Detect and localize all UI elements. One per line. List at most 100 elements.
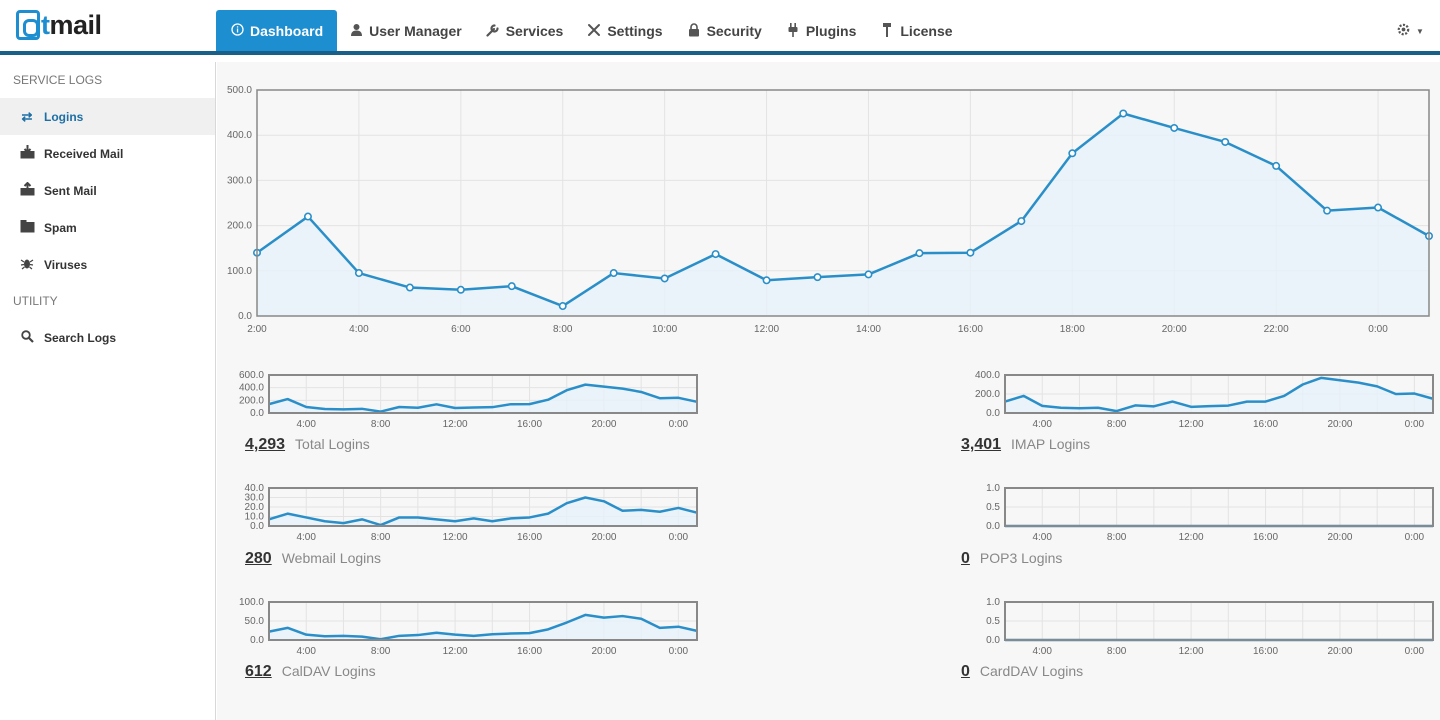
stat-value[interactable]: 0 [961, 550, 970, 567]
x-tick-label: 18:00 [1060, 324, 1085, 335]
nav-license[interactable]: License [868, 10, 964, 52]
series-line [256, 112, 1430, 308]
x-tick-label: 16:00 [1253, 646, 1278, 657]
x-tick-label: 16:00 [517, 532, 542, 543]
x-tick-label: 0:00 [669, 646, 689, 657]
x-tick-label: 22:00 [1264, 324, 1289, 335]
x-tick-label: 4:00 [296, 646, 316, 657]
data-point [966, 248, 975, 257]
stat-value[interactable]: 280 [245, 550, 272, 567]
atmail-logo[interactable]: tmail [16, 9, 102, 41]
bug-icon [18, 256, 36, 273]
inbox-in-icon [18, 145, 36, 162]
sidebar-item-label: Received Mail [44, 146, 124, 161]
data-point [303, 212, 312, 221]
sidebar-item-received-mail[interactable]: Received Mail [0, 135, 215, 172]
x-tick-label: 16:00 [517, 646, 542, 657]
x-tick-label: 0:00 [669, 419, 689, 430]
y-tick-label: 100.0 [239, 597, 264, 608]
plot-frame [1004, 601, 1434, 641]
sidebar-item-spam[interactable]: Spam [0, 209, 215, 246]
chevron-down-icon: ▼ [1416, 27, 1424, 36]
x-tick-label: 12:00 [443, 532, 468, 543]
x-tick-label: 20:00 [591, 419, 616, 430]
sidebar-item-label: Logins [44, 109, 84, 124]
x-tick-label: 12:00 [754, 324, 779, 335]
x-tick-label: 16:00 [517, 419, 542, 430]
y-tick-label: 10.0 [245, 512, 265, 523]
data-point [456, 285, 465, 294]
nav-dashboard[interactable]: Dashboard [216, 10, 338, 52]
x-tick-label: 4:00 [349, 324, 369, 335]
sidebar-item-search-logs[interactable]: Search Logs [0, 319, 215, 356]
stat-pop3-logins: 0 POP3 Logins [961, 550, 1062, 568]
caldav-logins-chart: 100.0 50.0 0.0 4:00 8:00 12:00 16:00 20:00 0:00 [239, 597, 698, 657]
settings-menu-button[interactable]: ▼ [1396, 22, 1424, 42]
trash-icon [18, 219, 36, 236]
nav-plugins[interactable]: Plugins [774, 10, 869, 52]
sidebar-item-sent-mail[interactable]: Sent Mail [0, 172, 215, 209]
stat-value[interactable]: 4,293 [245, 436, 286, 453]
data-point [405, 283, 414, 292]
sidebar-item-label: Viruses [44, 257, 88, 272]
x-tick-label: 20:00 [1162, 324, 1187, 335]
stat-label: POP3 Logins [979, 550, 1063, 566]
y-tick-label: 40.0 [245, 483, 265, 494]
y-tick-label: 20.0 [245, 502, 265, 513]
x-tick-label: 4:00 [296, 419, 316, 430]
nav-services[interactable]: Services [474, 10, 576, 52]
x-tick-label: 16:00 [958, 324, 983, 335]
data-point [1272, 161, 1281, 170]
series-line [1004, 376, 1434, 413]
y-tick-label: 1.0 [986, 597, 1000, 608]
data-point [609, 269, 618, 278]
x-tick-label: 8:00 [371, 646, 391, 657]
y-tick-label: 400.0 [975, 370, 1000, 381]
sidebar-item-viruses[interactable]: Viruses [0, 246, 215, 283]
data-point [1323, 206, 1332, 215]
series-area [269, 384, 697, 413]
nav-rule [0, 51, 1440, 55]
search-icon [18, 329, 36, 346]
stat-imap-logins: 3,401 IMAP Logins [961, 436, 1090, 454]
sidebar-item-label: Spam [44, 220, 77, 235]
x-tick-label: 14:00 [856, 324, 881, 335]
sidebar-heading-utility: UTILITY [13, 294, 58, 308]
stat-label: Total Logins [295, 436, 370, 452]
stat-value[interactable]: 612 [245, 663, 272, 680]
logo-wordmark: tmail [41, 9, 102, 40]
series-line [268, 613, 698, 641]
plot-frame [268, 487, 698, 527]
sidebar-item-label: Search Logs [44, 330, 117, 345]
wrench-icon [486, 23, 500, 40]
stat-value[interactable]: 0 [961, 663, 970, 680]
sidebar: SERVICE LOGS ⇄ Logins Received Mail Sent… [0, 62, 216, 720]
nav-security[interactable]: Security [675, 10, 774, 52]
plot-frame [1004, 374, 1434, 414]
stat-value[interactable]: 3,401 [961, 436, 1002, 453]
x-tick-label: 6:00 [451, 324, 471, 335]
y-tick-label: 200.0 [975, 389, 1000, 400]
stat-carddav-logins: 0 CardDAV Logins [961, 663, 1083, 681]
x-tick-label: 8:00 [371, 419, 391, 430]
x-tick-label: 12:00 [443, 419, 468, 430]
y-tick-label: 100.0 [227, 266, 252, 277]
x-tick-label: 20:00 [1327, 419, 1352, 430]
nav-settings[interactable]: Settings [575, 10, 674, 52]
data-point [762, 276, 771, 285]
y-tick-label: 0.0 [986, 408, 1000, 419]
x-tick-label: 12:00 [1179, 646, 1204, 657]
stat-label: IMAP Logins [1011, 436, 1091, 452]
x-tick-label: 4:00 [1032, 419, 1052, 430]
y-tick-label: 200.0 [239, 395, 264, 406]
plot-frame [1004, 487, 1434, 527]
nav-user-manager[interactable]: User Manager [337, 10, 474, 52]
data-point [1017, 217, 1026, 226]
stat-label: Webmail Logins [281, 550, 382, 566]
main-nav: Dashboard User Manager Services Settings… [216, 10, 965, 52]
imap-logins-chart: 400.0 200.0 0.0 4:00 8:00 12:00 16:00 20:00 0:00 [975, 370, 1434, 430]
series-area [1005, 377, 1433, 413]
sidebar-item-logins[interactable]: ⇄ Logins [0, 98, 215, 135]
data-point [1068, 149, 1077, 158]
x-tick-label: 0:00 [1405, 532, 1425, 543]
